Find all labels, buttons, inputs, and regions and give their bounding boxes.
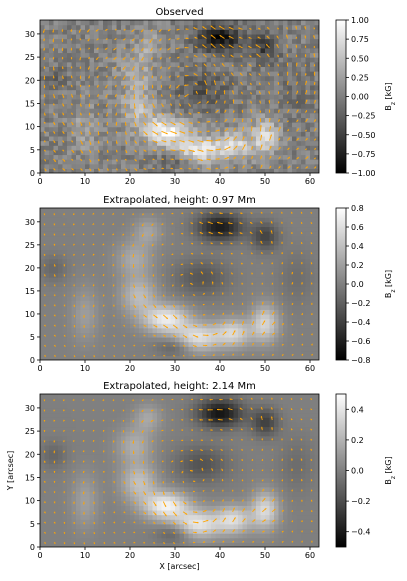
colorbar: 0.4 0.2 0.0 −0.2 −0.4 Bz [kG] <box>335 393 397 548</box>
y-tick-label: 10 <box>25 497 35 506</box>
x-tick-label: 30 <box>170 551 180 560</box>
x-tick-label: 0 <box>37 177 42 186</box>
magnetogram-image <box>40 394 319 547</box>
colorbar-tick-label: −0.75 <box>351 150 376 159</box>
y-tick-label: 20 <box>25 76 35 85</box>
x-axis-label: X [arcsec] <box>159 562 199 571</box>
colorbar-tick-label: 0.4 <box>351 405 364 414</box>
x-tick-label: 10 <box>80 551 90 560</box>
y-tick-label: 5 <box>30 520 35 529</box>
x-tick-label: 50 <box>260 177 270 186</box>
x-tick-label: 30 <box>170 364 180 373</box>
x-tick-label: 50 <box>260 364 270 373</box>
y-tick-label: 25 <box>25 53 35 62</box>
colorbar: 1.00 0.75 0.50 0.25 0.00 −0.25 −0.50 −0.75 −1.00… <box>335 16 397 178</box>
colorbar-tick-label: 0.00 <box>351 93 369 102</box>
x-tick-label: 0 <box>37 551 42 560</box>
vector-field <box>43 397 313 545</box>
colorbar-tick-label: −0.6 <box>351 337 370 346</box>
x-tick-label: 40 <box>215 364 225 373</box>
colorbar-tick-label: 0.0 <box>351 467 364 476</box>
plot-frame <box>39 207 320 361</box>
plot-frame <box>39 19 320 174</box>
colorbar-tick-label: 0.25 <box>351 73 369 82</box>
colorbar-tick-label: −0.4 <box>351 318 370 327</box>
panel-title: Observed <box>155 7 203 18</box>
y-tick-label: 25 <box>25 241 35 250</box>
colorbar: 0.8 0.6 0.4 0.2 0.0 −0.2 −0.4 −0.6 −0.8 Bz [kG] <box>335 204 397 365</box>
colorbar-tick-label: −0.8 <box>351 356 370 365</box>
colorbar-tick-label: 0.75 <box>351 35 369 44</box>
y-tick-label: 0 <box>30 356 35 365</box>
colorbar-label: Bz [kG] <box>384 270 397 298</box>
colorbar-scale <box>335 19 347 174</box>
y-tick-label: 15 <box>25 473 35 482</box>
colorbar-label: Bz [kG] <box>384 456 397 484</box>
y-tick-label: 15 <box>25 99 35 108</box>
y-tick-label: 25 <box>25 427 35 436</box>
panel-1: Observed 0 10 20 30 40 50 60 0 5 10 15 20 25 30 1.00 0.7… <box>25 7 397 186</box>
colorbar-tick-label: −0.25 <box>351 112 376 121</box>
vector-field <box>42 25 317 172</box>
colorbar-label: Bz [kG] <box>384 82 397 110</box>
y-tick-label: 10 <box>25 123 35 132</box>
x-tick-label: 10 <box>80 177 90 186</box>
panel-2: Extrapolated, height: 0.97 Mm0 10 20 30 40 50… <box>25 195 397 373</box>
x-tick-label: 20 <box>125 364 135 373</box>
x-tick-label: 40 <box>215 177 225 186</box>
y-axis-label: Y [arcsec] <box>6 451 15 492</box>
colorbar-tick-label: 0.2 <box>351 436 364 445</box>
colorbar-tick-label: 1.00 <box>351 16 369 25</box>
y-tick-label: 30 <box>25 218 35 227</box>
y-tick-label: 20 <box>25 264 35 273</box>
y-tick-label: 10 <box>25 310 35 319</box>
x-tick-label: 20 <box>125 551 135 560</box>
x-tick-label: 60 <box>305 364 315 373</box>
y-tick-label: 15 <box>25 287 35 296</box>
y-tick-label: 0 <box>30 169 35 178</box>
colorbar-tick-label: −0.2 <box>351 299 370 308</box>
x-tick-label: 0 <box>37 364 42 373</box>
y-tick-label: 20 <box>25 450 35 459</box>
colorbar-scale <box>335 207 347 361</box>
colorbar-tick-label: 0.0 <box>351 280 364 289</box>
colorbar-tick-label: −0.50 <box>351 131 376 140</box>
x-tick-label: 10 <box>80 364 90 373</box>
y-tick-label: 5 <box>30 333 35 342</box>
panel-3: Extrapolated, height: 2.14 Mm0 10 20 30 40 50… <box>6 381 397 571</box>
colorbar-tick-label: 0.8 <box>351 204 364 213</box>
x-tick-label: 50 <box>260 551 270 560</box>
x-tick-label: 30 <box>170 177 180 186</box>
colorbar-tick-label: −1.00 <box>351 169 376 178</box>
panel-title: Extrapolated, height: 0.97 Mm <box>103 195 256 206</box>
vector-field <box>43 211 313 358</box>
x-tick-label: 40 <box>215 551 225 560</box>
colorbar-tick-label: 0.2 <box>351 261 364 270</box>
colorbar-tick-label: 0.4 <box>351 242 364 251</box>
panel-title: Extrapolated, height: 2.14 Mm <box>103 381 256 392</box>
magnetogram-image <box>40 208 319 360</box>
y-tick-label: 5 <box>30 146 35 155</box>
x-tick-label: 60 <box>305 177 315 186</box>
plot-frame <box>39 393 320 548</box>
y-tick-label: 30 <box>25 30 35 39</box>
x-tick-label: 20 <box>125 177 135 186</box>
colorbar-scale <box>335 393 347 548</box>
colorbar-tick-label: 0.6 <box>351 223 364 232</box>
y-tick-label: 30 <box>25 404 35 413</box>
magnetogram-image <box>40 20 319 173</box>
y-tick-label: 0 <box>30 543 35 552</box>
x-tick-label: 60 <box>305 551 315 560</box>
colorbar-tick-label: −0.4 <box>351 528 370 537</box>
colorbar-tick-label: 0.50 <box>351 54 369 63</box>
colorbar-tick-label: −0.2 <box>351 497 370 506</box>
